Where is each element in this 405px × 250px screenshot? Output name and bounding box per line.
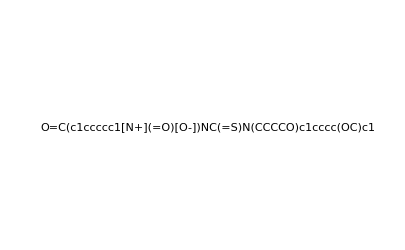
Text: O=C(c1ccccc1[N+](=O)[O-])NC(=S)N(CCCCO)c1cccc(OC)c1: O=C(c1ccccc1[N+](=O)[O-])NC(=S)N(CCCCO)c… bbox=[40, 121, 375, 131]
